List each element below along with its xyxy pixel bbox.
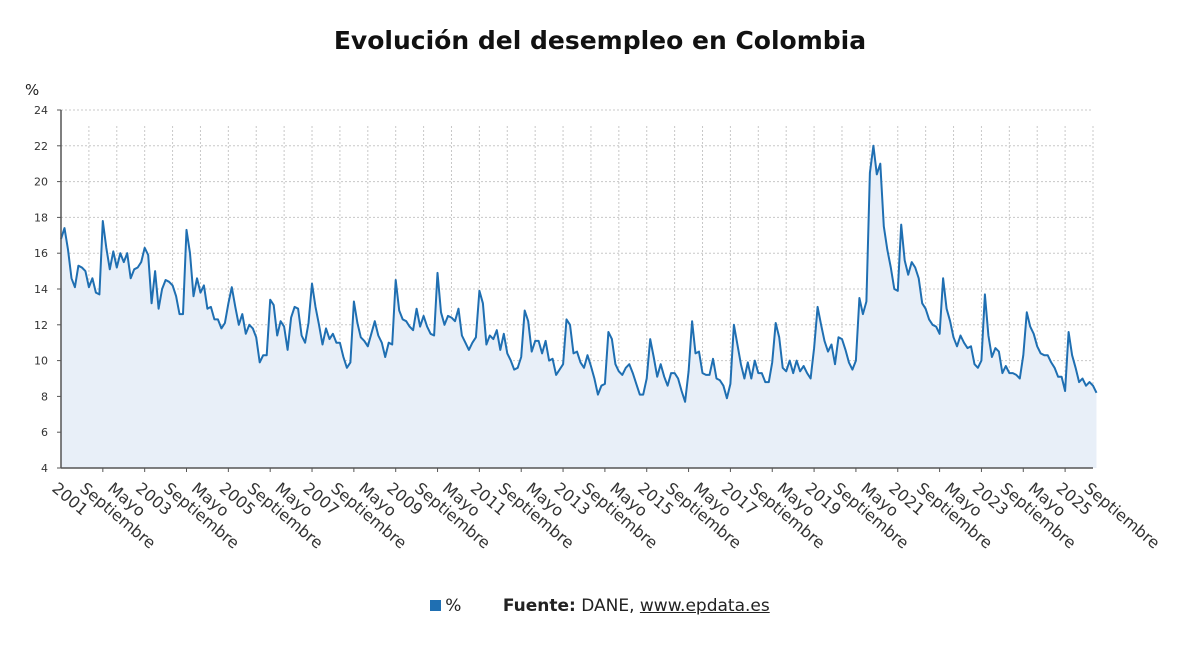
chart-title: Evolución del desempleo en Colombia [333,26,867,55]
y-tick-label: 16 [34,247,48,260]
y-tick-label: 20 [34,176,48,189]
y-tick-label: 14 [34,283,48,296]
y-tick-label: 8 [41,390,48,403]
area-fill-layer [61,145,1097,469]
x-tick-label: Septiembre [1080,479,1163,553]
y-tick-label: 18 [34,211,48,224]
series-line [60,144,1098,403]
source-label: Fuente: [502,596,576,616]
y-tick-label: 4 [41,462,48,475]
y-tick-labels: 4 6 8 10 12 14 16 18 20 22 24 [34,104,48,475]
legend-label: % [445,596,462,616]
y-tick-label: 22 [34,140,48,153]
source-link[interactable]: www.epdata.es [639,596,770,616]
y-tick-label: 10 [34,355,48,368]
y-tick-label: 12 [34,319,48,332]
y-tick-label: 24 [34,104,48,117]
source-provider: DANE, [581,596,635,616]
legend-swatch [430,600,442,611]
axes [57,109,1093,472]
y-axis-label: % [25,81,39,99]
series-line-layer [60,144,1098,403]
series-area [61,145,1097,469]
x-tick-labels: 2001SeptiembreMayo2003SeptiembreMayo2005… [48,478,1163,552]
chart-footer: % Fuente: DANE, www.epdata.es [0,596,1200,616]
y-tick-label: 6 [41,426,48,439]
